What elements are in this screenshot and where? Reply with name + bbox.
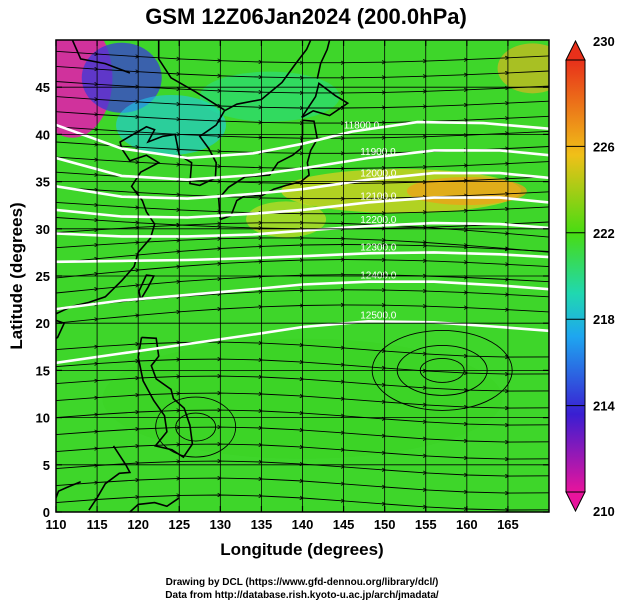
japan-hokkaido-coastline	[301, 82, 350, 119]
colorbar-bottom-triangle-icon	[565, 491, 586, 513]
height-contour-label: 12100.0	[360, 191, 397, 202]
y-axis-label: Latitude (degrees)	[7, 202, 26, 349]
y-tick-label: 10	[36, 411, 50, 426]
colorbar-tick-label: 210	[593, 504, 615, 519]
x-tick-label: 155	[415, 517, 437, 532]
y-tick-label: 0	[43, 505, 50, 520]
height-contour-label: 12200.0	[360, 215, 397, 226]
y-tick-label: 25	[36, 269, 50, 284]
borneo-west-coastline	[56, 481, 82, 499]
taiwan-coastline	[138, 274, 156, 301]
height-contour-label: 11900.0	[360, 147, 396, 158]
height-contour-label: 12300.0	[360, 242, 397, 253]
x-tick-label: 150	[374, 517, 396, 532]
lat-lon-grid	[56, 40, 549, 512]
credit-line-drawing: Drawing by DCL (https://www.gfd-dennou.o…	[166, 577, 439, 588]
colorbar-tick-label: 214	[593, 399, 615, 414]
map-plot: 11800.0 11900.0 12000.0 12100.0 12200.0 12300…	[56, 40, 549, 512]
colorbar: 210 214 218 222 226 230	[565, 34, 615, 519]
figure-title: GSM 12Z06Jan2024 (200.0hPa)	[145, 4, 467, 29]
y-tick-label: 20	[36, 316, 50, 331]
colorbar-tick-label: 230	[593, 34, 615, 49]
y-tick-label: 40	[36, 127, 50, 142]
y-tick-label: 5	[43, 458, 50, 473]
sakhalin-coastline	[316, 40, 331, 79]
x-tick-label: 140	[292, 517, 314, 532]
x-axis-label: Longitude (degrees)	[220, 540, 383, 559]
inland-border	[71, 40, 131, 74]
height-contour-label: 12000.0	[360, 169, 397, 180]
x-tick-label: 115	[87, 517, 108, 532]
colorbar-top-triangle-icon	[565, 39, 586, 61]
height-contour-label: 11800.0	[344, 121, 380, 132]
x-tick-label: 145	[333, 517, 355, 532]
x-tick-label: 135	[251, 517, 273, 532]
x-axis-ticks: 110 115 120 125 130 135 140 145 150 155 160 165	[46, 40, 519, 532]
height-contour-label: 12500.0	[360, 310, 397, 321]
x-tick-label: 160	[456, 517, 478, 532]
y-tick-label: 35	[36, 175, 50, 190]
sulawesi-coastline	[129, 497, 180, 512]
hainan-coastline	[56, 319, 66, 340]
colorbar-tick-label: 222	[593, 226, 615, 241]
colorbar-body	[565, 59, 586, 493]
x-tick-label: 130	[209, 517, 231, 532]
colorbar-tick-label: 226	[593, 139, 615, 154]
philippines-coastline	[137, 336, 194, 459]
colorbar-tick-label: 218	[593, 312, 615, 327]
warm-corner-orange	[497, 43, 549, 94]
circulation-streamline	[155, 396, 237, 458]
y-tick-label: 30	[36, 222, 50, 237]
circulation-streamline	[175, 412, 217, 442]
x-tick-label: 125	[168, 517, 190, 532]
x-tick-label: 110	[46, 517, 67, 532]
y-tick-label: 15	[36, 363, 50, 378]
y-tick-label: 45	[36, 80, 50, 95]
x-tick-label: 120	[127, 517, 149, 532]
credit-line-data: Data from http://database.rish.kyoto-u.a…	[165, 590, 439, 601]
inland-border	[157, 40, 225, 111]
y-axis-ticks: 0 5 10 15 20 25 30 35 40 45	[36, 80, 549, 520]
x-tick-label: 165	[497, 517, 519, 532]
